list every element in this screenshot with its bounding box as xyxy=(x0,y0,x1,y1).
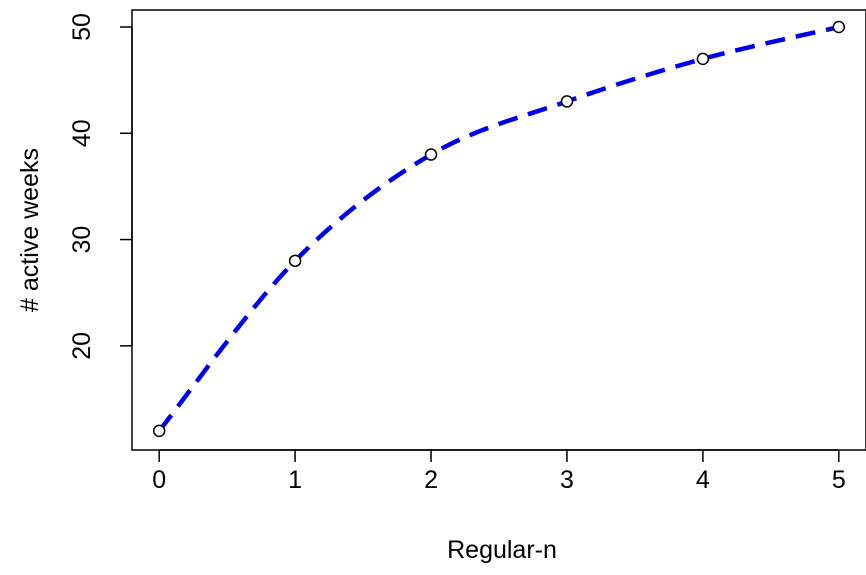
y-tick-label: 50 xyxy=(68,13,96,41)
x-axis-label: Regular-n xyxy=(447,536,557,564)
x-tick-label: 0 xyxy=(152,466,166,494)
x-tick-label: 1 xyxy=(288,466,302,494)
data-point xyxy=(288,254,302,268)
data-point xyxy=(424,148,438,161)
data-point xyxy=(152,424,166,438)
data-point xyxy=(560,95,574,108)
x-tick-label: 3 xyxy=(560,466,574,494)
y-tick-label: 20 xyxy=(68,332,96,360)
series-line xyxy=(157,24,840,433)
y-tick-label: 40 xyxy=(68,119,96,147)
data-point xyxy=(832,20,846,34)
data-points xyxy=(152,20,846,438)
x-tick-label: 4 xyxy=(696,466,710,494)
y-axis: 20 30 40 50 xyxy=(68,13,133,360)
x-tick-label: 5 xyxy=(832,466,846,494)
data-point xyxy=(696,52,710,66)
plot-frame xyxy=(131,9,866,451)
x-tick-label: 2 xyxy=(424,466,438,494)
x-axis: 0 1 2 3 4 5 xyxy=(152,449,846,494)
y-tick-label: 30 xyxy=(68,226,96,254)
y-axis-label: # active weeks xyxy=(16,148,44,312)
